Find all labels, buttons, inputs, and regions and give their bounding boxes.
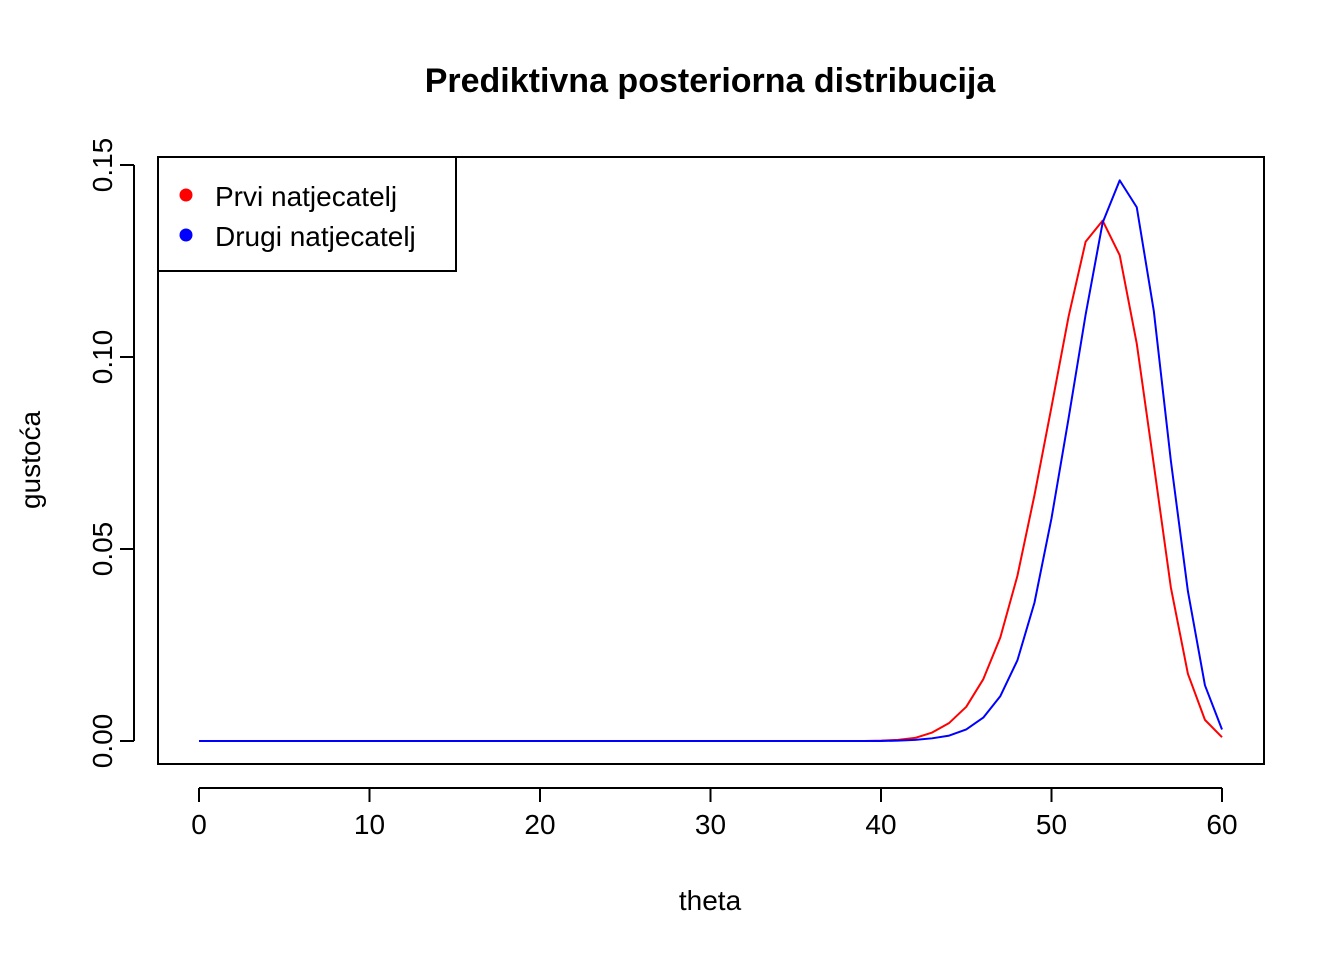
x-axis-label: theta xyxy=(679,885,742,916)
x-axis: 0 10 20 30 40 50 60 xyxy=(191,787,1238,840)
legend-marker-prvi xyxy=(179,188,193,202)
x-tick-label: 50 xyxy=(1036,809,1067,840)
x-tick-label: 10 xyxy=(354,809,385,840)
x-tick-label: 40 xyxy=(865,809,896,840)
series-line-1 xyxy=(199,179,1223,742)
x-tick-label: 20 xyxy=(524,809,555,840)
legend: Prvi natjecatelj Drugi natjecatelj xyxy=(157,156,457,272)
legend-box xyxy=(157,156,457,272)
chart-title: Prediktivna posteriorna distribucija xyxy=(425,62,997,100)
legend-marker-drugi xyxy=(179,228,193,242)
legend-label-prvi: Prvi natjecatelj xyxy=(215,181,397,212)
x-tick-label: 60 xyxy=(1206,809,1237,840)
y-axis-label: gustoća xyxy=(15,411,46,509)
y-tick-label: 0.05 xyxy=(87,522,118,577)
plot-frame xyxy=(157,156,1265,765)
y-axis: 0.00 0.05 0.10 0.15 xyxy=(87,138,135,769)
y-tick-label: 0.00 xyxy=(87,714,118,769)
series-line-0 xyxy=(199,219,1223,742)
y-tick-label: 0.10 xyxy=(87,330,118,385)
x-tick-label: 0 xyxy=(191,809,207,840)
y-tick-label: 0.15 xyxy=(87,138,118,193)
legend-label-drugi: Drugi natjecatelj xyxy=(215,221,416,252)
series-layer xyxy=(199,179,1223,742)
x-tick-label: 30 xyxy=(695,809,726,840)
